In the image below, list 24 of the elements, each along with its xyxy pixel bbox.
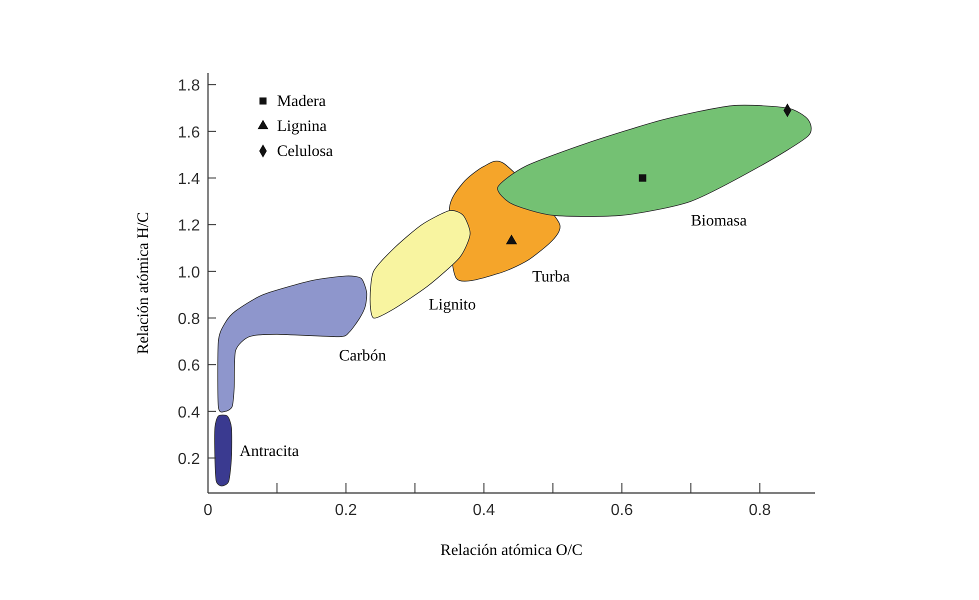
y-tick-label: 1.2 (178, 218, 200, 235)
y-tick-label: 0.2 (178, 451, 200, 468)
y-axis-title: Relación atómica H/C (135, 212, 152, 354)
y-tick-label: 0.8 (178, 311, 200, 328)
x-axis-title: Relación atómica O/C (440, 542, 583, 559)
x-tick-label: 0.2 (334, 502, 358, 519)
x-tick-label: 0.8 (748, 502, 772, 519)
y-tick-label: 1.4 (178, 171, 200, 188)
x-tick-label: 0.4 (472, 502, 496, 519)
series-label: Carbón (339, 348, 386, 365)
y-tick-label: 1.6 (178, 124, 200, 142)
x-tick-label: 0.6 (610, 502, 634, 519)
y-tick-label: 0.6 (178, 358, 200, 375)
series-label: Lignito (428, 296, 476, 314)
legend-label: Madera (277, 93, 326, 110)
legend-label: Celulosa (277, 143, 333, 160)
y-tick-label: 1.8 (178, 78, 200, 95)
series-label: Biomasa (690, 212, 747, 230)
series-label: Antracita (239, 443, 299, 460)
legend-label: Lignina (277, 118, 327, 135)
x-tick-label: 0 (204, 502, 213, 519)
series-label: Turba (532, 268, 570, 286)
y-tick-label: 0.4 (178, 404, 200, 422)
y-tick-label: 1.0 (178, 264, 200, 282)
